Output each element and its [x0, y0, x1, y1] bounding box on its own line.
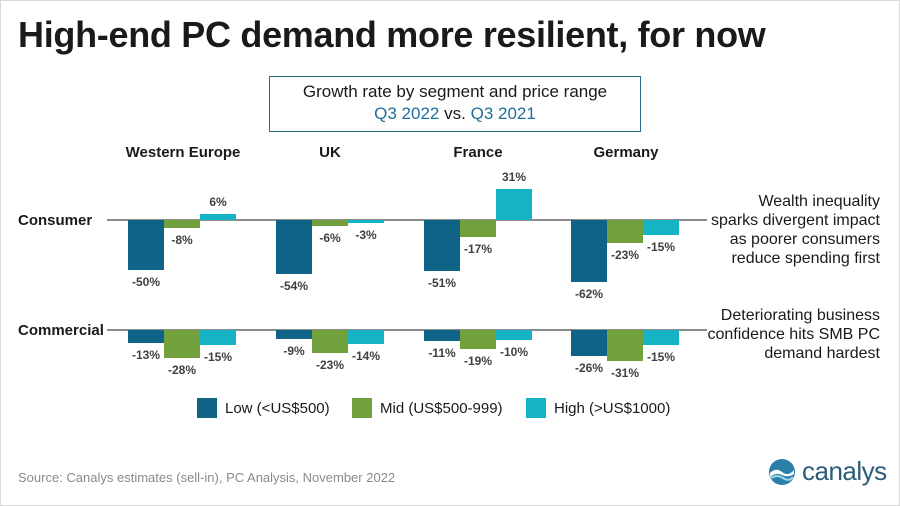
bar-consumer-low	[276, 220, 312, 274]
bar-consumer-high	[348, 220, 384, 223]
data-label-commercial-mid: -28%	[168, 363, 196, 377]
legend-label-mid: Mid (US$500-999)	[380, 399, 503, 417]
data-label-consumer-mid: -6%	[319, 231, 341, 245]
data-label-consumer-low: -62%	[575, 287, 603, 301]
commercial-note-line: Deteriorating business	[720, 307, 880, 324]
bar-consumer-low	[424, 220, 460, 271]
consumer-note-line: reduce spending first	[731, 250, 880, 267]
legend-item-high: High (>US$1000)	[526, 398, 670, 418]
data-label-commercial-mid: -31%	[611, 366, 639, 380]
bar-consumer-mid	[460, 220, 496, 237]
subtitle-line: Growth rate by segment and price range	[302, 82, 608, 101]
data-label-commercial-high: -15%	[204, 350, 232, 364]
consumer-note-line: Wealth inequality	[758, 193, 880, 210]
bar-consumer-low	[571, 220, 607, 282]
data-label-consumer-low: -50%	[132, 275, 160, 289]
legend-item-mid: Mid (US$500-999)	[352, 398, 503, 418]
bar-commercial-high	[348, 330, 384, 344]
logo-text: canalys	[802, 456, 887, 486]
legend-item-low: Low (<US$500)	[197, 398, 330, 418]
bar-consumer-high	[200, 214, 236, 220]
data-label-consumer-low: -51%	[428, 276, 456, 290]
legend-swatch-mid	[352, 398, 372, 418]
category-label: France	[453, 144, 502, 161]
data-label-consumer-mid: -17%	[464, 242, 492, 256]
data-label-consumer-high: -15%	[647, 240, 675, 254]
consumer-note-line: as poorer consumers	[729, 231, 880, 248]
commercial-note: Deteriorating business confidence hits S…	[707, 306, 880, 363]
bar-chart: Western Europe UK France Germany Consumer Com…	[18, 144, 707, 380]
data-label-consumer-high: 6%	[209, 195, 227, 209]
data-label-consumer-mid: -8%	[171, 233, 193, 247]
consumer-note-line: sparks divergent impact	[711, 212, 880, 229]
source-note: Source: Canalys estimates (sell-in), PC …	[18, 470, 396, 485]
bar-commercial-low	[424, 330, 460, 341]
period-vs: vs.	[444, 104, 466, 123]
bar-commercial-mid	[460, 330, 496, 349]
data-label-commercial-low: -9%	[283, 344, 305, 358]
bar-consumer-mid	[164, 220, 200, 228]
data-label-commercial-low: -11%	[428, 346, 456, 360]
legend-label-high: High (>US$1000)	[554, 399, 671, 417]
bar-consumer-low	[128, 220, 164, 270]
data-label-consumer-mid: -23%	[611, 248, 639, 262]
data-label-commercial-mid: -23%	[316, 358, 344, 372]
bar-commercial-mid	[312, 330, 348, 353]
bar-commercial-low	[276, 330, 312, 339]
consumer-note: Wealth inequality sparks divergent impac…	[711, 192, 880, 268]
data-label-commercial-mid: -19%	[464, 354, 492, 368]
legend: Low (<US$500) Mid (US$500-999) High (>US…	[0, 398, 900, 422]
bar-commercial-high	[643, 330, 679, 345]
data-label-commercial-high: -10%	[500, 345, 528, 359]
data-label-consumer-high: 31%	[502, 170, 526, 184]
data-label-consumer-low: -54%	[280, 279, 308, 293]
subtitle-box: Growth rate by segment and price range Q…	[269, 76, 641, 132]
category-label: Western Europe	[126, 144, 241, 161]
category-label: UK	[319, 144, 341, 161]
bar-commercial-mid	[164, 330, 200, 358]
data-label-commercial-low: -13%	[132, 348, 160, 362]
bar-consumer-mid	[312, 220, 348, 226]
canalys-wave-icon	[769, 458, 795, 485]
bar-commercial-mid	[607, 330, 643, 361]
bar-commercial-low	[571, 330, 607, 356]
period-current: Q3 2022	[374, 104, 440, 123]
legend-swatch-low	[197, 398, 217, 418]
commercial-note-line: demand hardest	[764, 345, 880, 362]
period-previous: Q3 2021	[470, 104, 536, 123]
segment-label-commercial: Commercial	[18, 322, 104, 339]
legend-swatch-high	[526, 398, 546, 418]
data-label-commercial-high: -15%	[647, 350, 675, 364]
page-title: High-end PC demand more resilient, for n…	[18, 14, 766, 55]
data-label-commercial-high: -14%	[352, 349, 380, 363]
data-label-consumer-high: -3%	[355, 228, 377, 242]
subtitle-period: Q3 2022 vs. Q3 2021	[270, 104, 640, 124]
category-label: Germany	[593, 144, 659, 161]
canalys-logo: canalys	[768, 456, 887, 487]
legend-label-low: Low (<US$500)	[225, 399, 330, 417]
bar-commercial-high	[200, 330, 236, 345]
commercial-note-line: confidence hits SMB PC	[707, 326, 880, 343]
bar-commercial-high	[496, 330, 532, 340]
segment-label-consumer: Consumer	[18, 212, 92, 229]
bar-consumer-high	[496, 189, 532, 220]
bar-consumer-high	[643, 220, 679, 235]
bar-commercial-low	[128, 330, 164, 343]
data-label-commercial-low: -26%	[575, 361, 603, 375]
bar-consumer-mid	[607, 220, 643, 243]
